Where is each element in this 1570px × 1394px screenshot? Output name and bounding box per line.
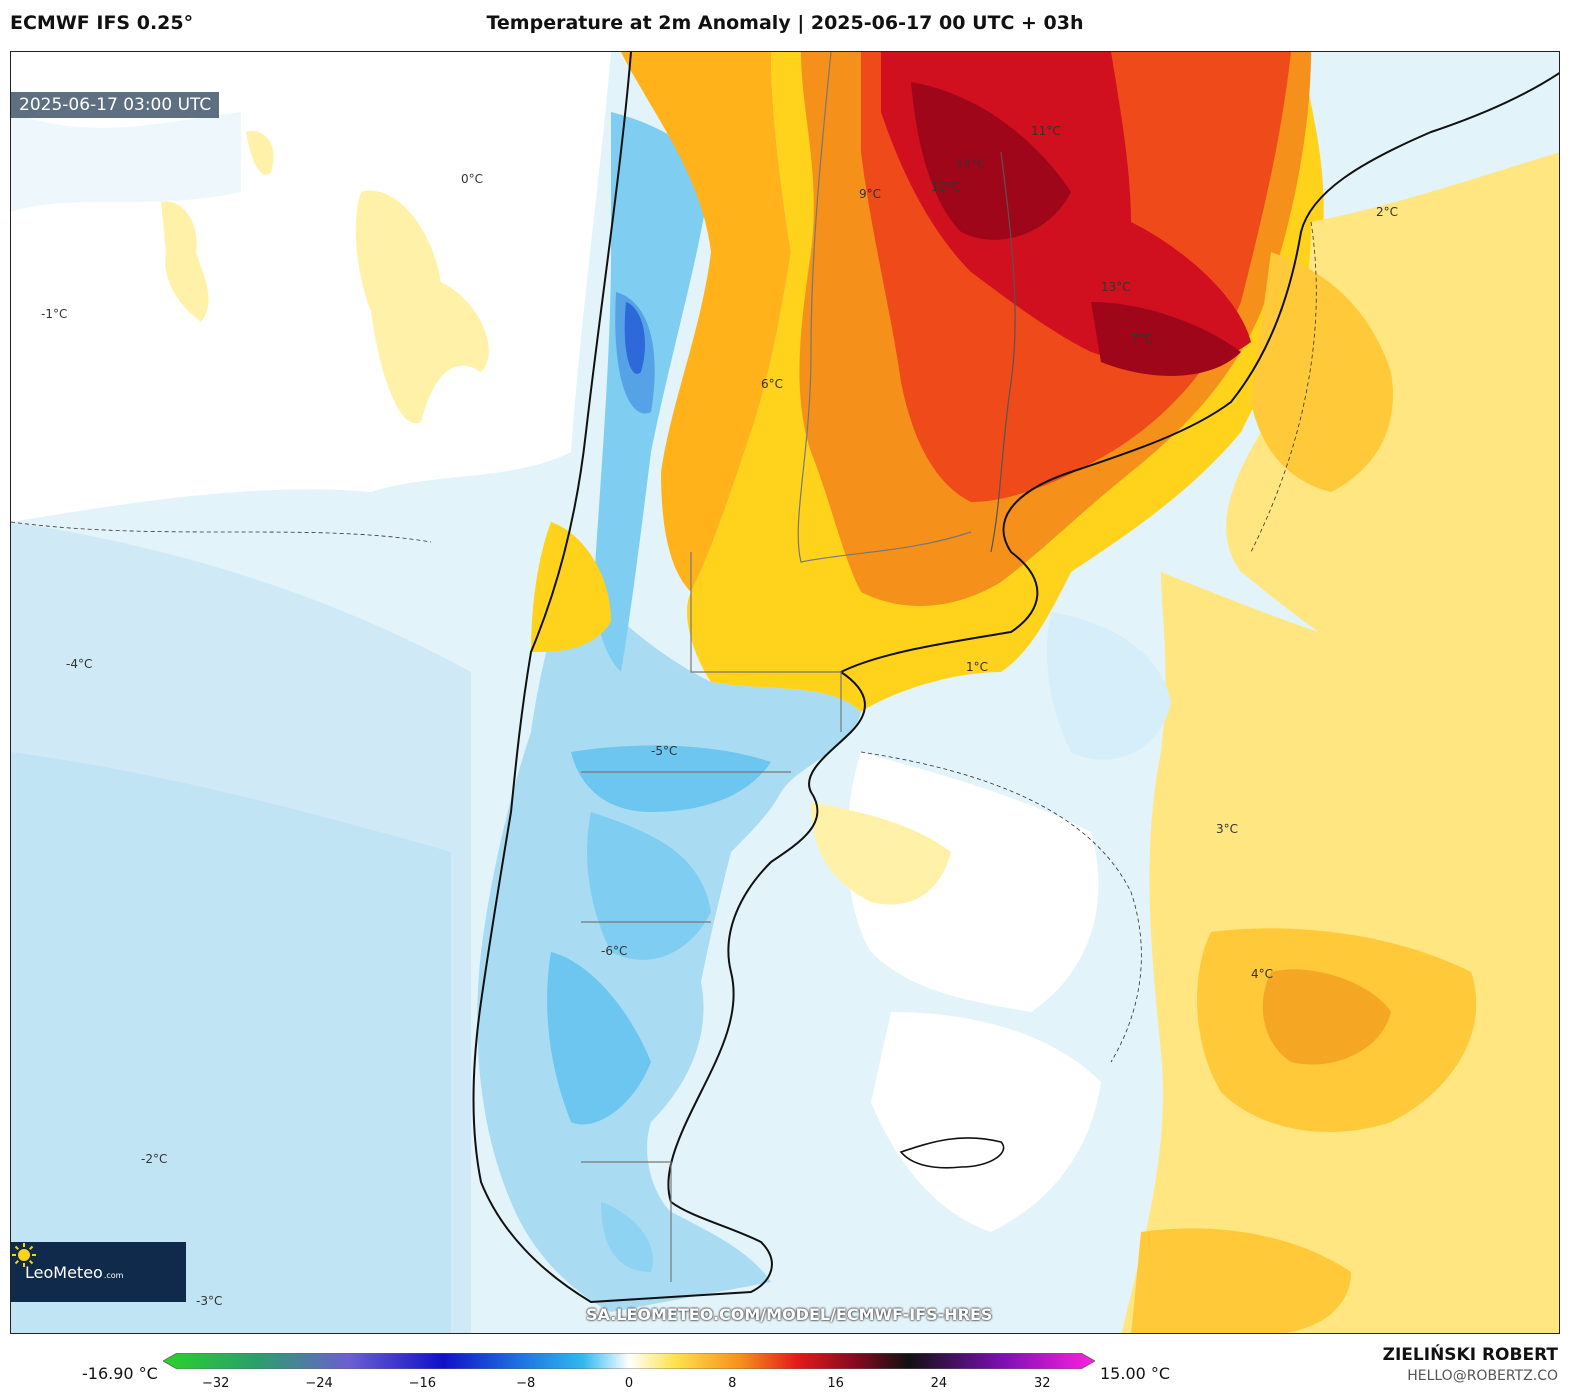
contour-label: 11°C (1031, 124, 1061, 138)
contour-label: 3°C (1216, 822, 1239, 836)
colorbar-tick-label: −32 (202, 1376, 230, 1391)
contour-label: -1°C (41, 307, 68, 321)
colorbar (163, 1353, 1095, 1369)
chart-title: Temperature at 2m Anomaly | 2025-06-17 0… (486, 12, 1084, 34)
contour-label: 0°C (461, 172, 484, 186)
model-name: ECMWF IFS 0.25° (10, 12, 194, 34)
temperature-anomaly-map: 2025-06-17 03:00 UTC 14°C 13°C 12°C 11°C… (10, 51, 1560, 1334)
contour-label: 4°C (1251, 967, 1274, 981)
source-url-watermark: SA.LEOMETEO.COM/MODEL/ECMWF-IFS-HRES (586, 1305, 993, 1324)
contour-label: -4°C (66, 657, 93, 671)
contour-label: -6°C (601, 944, 628, 958)
contour-label: 1°C (966, 660, 989, 674)
author-email: HELLO@ROBERTZ.CO (1407, 1368, 1558, 1384)
colorbar-tick-label: −16 (408, 1376, 437, 1391)
contour-label: 2°C (1376, 205, 1399, 219)
map-field (11, 52, 1559, 1333)
contour-label: 6°C (761, 377, 784, 391)
contour-label: -2°C (141, 1152, 168, 1166)
valid-time-badge: 2025-06-17 03:00 UTC (11, 92, 220, 118)
colorbar-tick-label: 32 (1033, 1376, 1051, 1391)
contour-label: 7°C (1131, 332, 1154, 346)
sun-icon (12, 1243, 36, 1267)
contour-label: -5°C (651, 744, 678, 758)
leometeo-logo: LeoMeteo .com (11, 1242, 186, 1302)
contour-label: 13°C (1101, 280, 1131, 294)
colorbar-tick-label: 24 (930, 1376, 948, 1391)
logo-text: LeoMeteo (25, 1262, 103, 1282)
contour-label: 12°C (931, 180, 961, 194)
colorbar-max-label: 15.00 °C (1100, 1364, 1171, 1383)
author-name: ZIELIŃSKI ROBERT (1382, 1345, 1558, 1365)
colorbar-tick-label: 0 (624, 1376, 634, 1391)
contour-label: 9°C (859, 187, 882, 201)
contour-label: -3°C (196, 1294, 223, 1308)
logo-suffix: .com (103, 1270, 124, 1280)
colorbar-tick-label: −24 (305, 1376, 333, 1391)
colorbar-min-label: -16.90 °C (82, 1364, 158, 1383)
colorbar-tick-label: 16 (827, 1376, 844, 1391)
colorbar-tick-label: −8 (516, 1376, 536, 1391)
colorbar-tick-label: 8 (728, 1376, 737, 1391)
contour-label: 14°C (956, 157, 986, 171)
